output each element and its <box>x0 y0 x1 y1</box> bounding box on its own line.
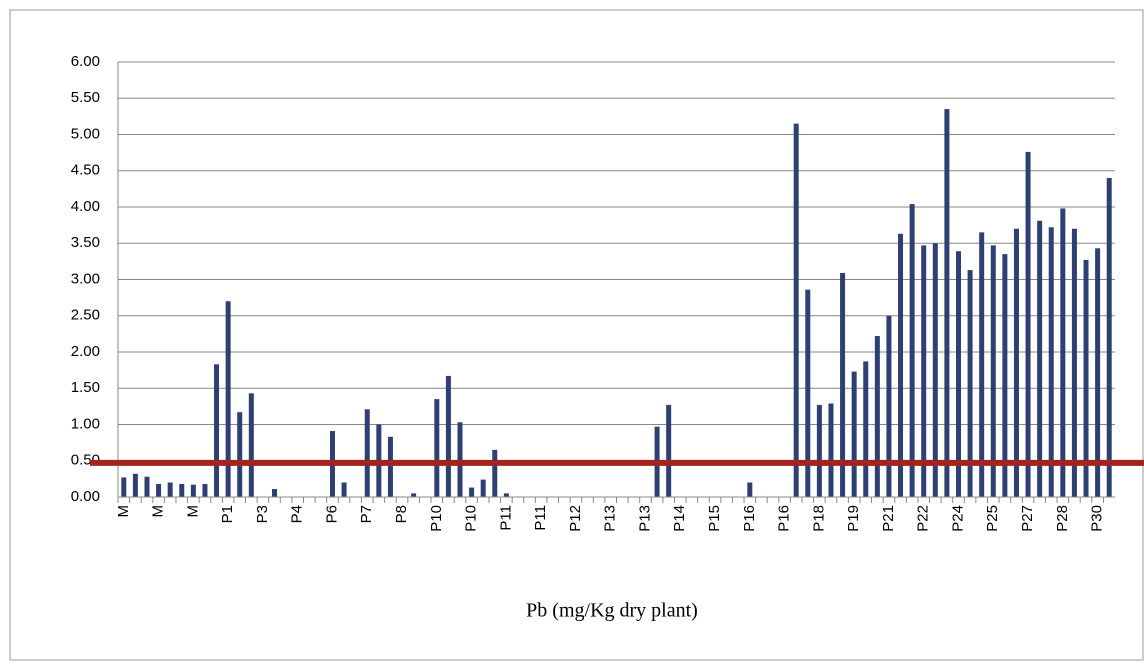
x-tick-label: P22 <box>915 505 932 532</box>
bar <box>1013 228 1019 497</box>
y-tick-label: 3.00 <box>71 270 100 287</box>
bar <box>909 204 915 497</box>
y-tick-label: 5.00 <box>71 125 100 142</box>
x-tick-label: P6 <box>323 505 340 523</box>
bar <box>805 289 811 497</box>
bar <box>225 301 231 497</box>
x-tick-label: P13 <box>636 505 653 532</box>
x-tick-label: M <box>150 505 167 518</box>
x-tick-label: P14 <box>671 505 688 532</box>
bar <box>457 422 463 497</box>
bar <box>816 404 822 497</box>
bar <box>990 245 996 497</box>
bar <box>747 482 753 497</box>
bar <box>1106 178 1112 497</box>
y-tick-label: 4.00 <box>71 198 100 215</box>
bar <box>503 493 509 497</box>
x-tick-label: P25 <box>984 505 1001 532</box>
bar <box>480 479 486 497</box>
chart-frame <box>9 9 1144 661</box>
bar <box>202 483 208 497</box>
bar <box>1037 220 1043 497</box>
bar <box>121 477 127 497</box>
bar <box>272 489 278 497</box>
x-tick-label: P10 <box>428 505 445 532</box>
bar <box>434 399 440 497</box>
bar <box>955 251 961 497</box>
y-tick-label: 3.50 <box>71 234 100 251</box>
x-tick-label: P11 <box>497 505 514 531</box>
x-tick-label: P8 <box>393 505 410 523</box>
bar <box>793 123 799 497</box>
x-tick-label: P24 <box>949 505 966 532</box>
x-tick-label: P28 <box>1054 505 1071 532</box>
x-tick-label: P13 <box>602 505 619 532</box>
x-tick-label: P16 <box>776 505 793 532</box>
bar <box>132 473 138 497</box>
x-tick-label: P1 <box>219 505 236 523</box>
bar <box>932 243 938 497</box>
bar <box>445 375 451 497</box>
x-tick-label: P7 <box>358 505 375 523</box>
x-tick-label: P3 <box>254 505 271 523</box>
bar <box>214 364 220 497</box>
x-axis-title: Pb (mg/Kg dry plant) <box>526 600 698 622</box>
bar <box>1071 228 1077 497</box>
bar <box>886 315 892 497</box>
y-tick-label: 1.50 <box>71 379 100 396</box>
y-tick-label: 2.00 <box>71 343 100 360</box>
bar <box>156 483 162 497</box>
bar <box>840 272 846 497</box>
bar <box>237 412 243 497</box>
y-tick-label: 2.50 <box>71 307 100 324</box>
bar <box>364 409 370 497</box>
bar <box>967 270 973 497</box>
x-tick-label: P18 <box>810 505 827 532</box>
bar <box>1048 227 1054 498</box>
x-tick-label: P27 <box>1019 505 1036 532</box>
x-tick-label: P10 <box>463 505 480 532</box>
bar <box>411 493 417 497</box>
bar <box>1025 151 1031 497</box>
bar <box>1002 254 1008 497</box>
bar <box>979 232 985 497</box>
bar <box>1095 248 1101 497</box>
bar <box>1060 208 1066 497</box>
bar <box>1083 259 1089 497</box>
x-tick-label: P15 <box>706 505 723 532</box>
x-tick-label: P4 <box>289 505 306 523</box>
bar <box>144 476 150 497</box>
x-tick-label: M <box>184 505 201 518</box>
y-tick-label: 5.50 <box>71 89 100 106</box>
x-tick-label: M <box>115 505 132 518</box>
y-tick-label: 4.50 <box>71 162 100 179</box>
bar <box>874 336 880 497</box>
bar <box>190 484 196 497</box>
bar <box>179 483 185 497</box>
bar <box>944 109 950 497</box>
bar <box>898 233 904 497</box>
x-tick-label: P30 <box>1089 505 1106 532</box>
bar <box>921 245 927 497</box>
y-tick-label: 1.00 <box>71 415 100 432</box>
x-tick-label: P12 <box>567 505 584 532</box>
x-tick-label: P16 <box>741 505 758 532</box>
x-tick-label: P21 <box>880 505 897 532</box>
bar <box>341 482 347 497</box>
bar <box>851 371 857 497</box>
bar <box>248 393 254 497</box>
y-tick-label: 0.00 <box>71 488 100 505</box>
y-tick-label: 6.00 <box>71 53 100 70</box>
bar <box>167 482 173 497</box>
bar <box>863 361 869 497</box>
bar <box>492 449 498 497</box>
bar <box>828 403 834 497</box>
bar <box>469 487 475 497</box>
x-tick-label: P11 <box>532 505 549 531</box>
bar <box>666 404 672 497</box>
bar <box>387 436 393 497</box>
x-tick-label: P19 <box>845 505 862 532</box>
